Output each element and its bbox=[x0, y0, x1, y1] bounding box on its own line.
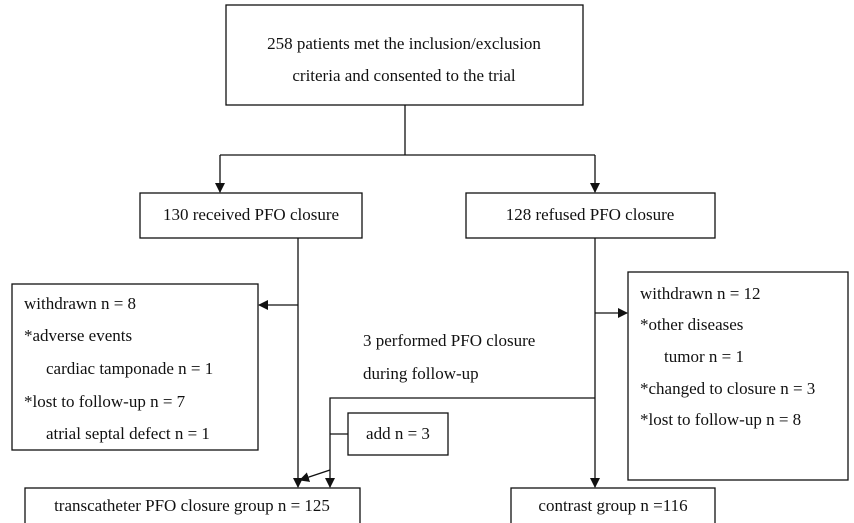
box-text: *adverse events bbox=[24, 326, 132, 345]
box-text: *changed to closure n = 3 bbox=[640, 379, 815, 398]
box-text: cardiac tamponade n = 1 bbox=[46, 359, 213, 378]
box-text: withdrawn n = 12 bbox=[640, 284, 761, 303]
box-text: *lost to follow-up n = 8 bbox=[640, 410, 801, 429]
box-text: 128 refused PFO closure bbox=[506, 205, 675, 224]
box-text: add n = 3 bbox=[366, 424, 430, 443]
box-text: contrast group n =116 bbox=[538, 496, 687, 515]
arrow bbox=[299, 469, 331, 482]
box bbox=[139, 192, 363, 239]
box bbox=[11, 283, 259, 451]
box-text: 258 patients met the inclusion/exclusion bbox=[267, 34, 541, 53]
annotation: 3 performed PFO closure bbox=[363, 331, 535, 350]
box-text: 130 received PFO closure bbox=[163, 205, 339, 224]
annotation: during follow-up bbox=[363, 364, 479, 383]
box-text: withdrawn n = 8 bbox=[24, 294, 136, 313]
box-text: criteria and consented to the trial bbox=[292, 66, 516, 85]
box bbox=[510, 487, 716, 523]
box bbox=[225, 4, 584, 106]
box-text: atrial septal defect n = 1 bbox=[46, 424, 210, 443]
box-text: tumor n = 1 bbox=[664, 347, 744, 366]
box bbox=[24, 487, 361, 523]
connector bbox=[329, 397, 595, 470]
box bbox=[465, 192, 716, 239]
box-text: transcatheter PFO closure group n = 125 bbox=[54, 496, 330, 515]
box-text: *lost to follow-up n = 7 bbox=[24, 392, 186, 411]
box bbox=[627, 271, 849, 481]
box-text: *other diseases bbox=[640, 315, 743, 334]
box bbox=[347, 412, 449, 456]
